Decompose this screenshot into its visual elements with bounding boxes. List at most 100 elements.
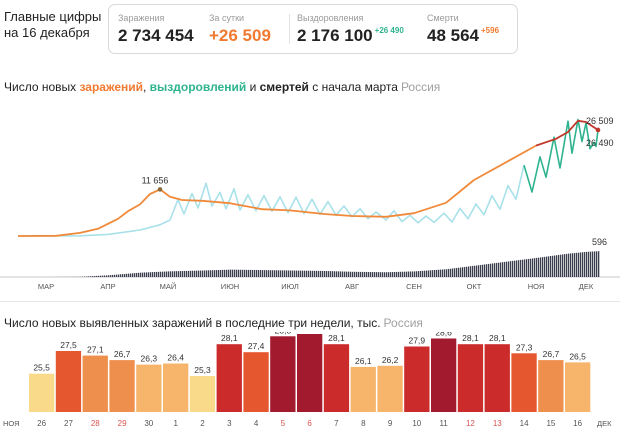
death-bar: [236, 269, 238, 277]
death-bar: [124, 273, 126, 277]
line-title-recoveries: выздоровлений: [149, 80, 247, 94]
death-bar: [254, 269, 256, 277]
death-bar: [220, 269, 222, 277]
death-bar: [398, 271, 400, 277]
bar-value-label: 25,3: [194, 365, 211, 375]
bar-chart-title: Число новых выявленных заражений в после…: [4, 316, 423, 330]
death-bar: [394, 271, 396, 277]
death-bar: [282, 270, 284, 277]
day-bar: [136, 364, 162, 412]
bar-value-label: 28,1: [489, 333, 506, 343]
month-tick-label: ДЕК: [579, 282, 594, 291]
day-bar: [29, 373, 55, 412]
death-bar: [320, 270, 322, 277]
death-bar: [208, 270, 210, 277]
death-bar: [294, 270, 296, 277]
bar-value-label: 26,4: [167, 353, 184, 363]
death-bar: [364, 271, 366, 277]
series-line-recoveries-recent: [523, 118, 599, 193]
month-tick-label: АВГ: [345, 282, 359, 291]
month-tick-label: МАР: [38, 282, 54, 291]
bar-title-text: Число новых выявленных заражений в после…: [4, 316, 381, 330]
bar-value-label: 28,6: [435, 332, 452, 338]
death-bar: [138, 272, 140, 277]
death-bar: [546, 256, 548, 277]
day-tick-label: 26: [37, 419, 46, 428]
death-bar: [102, 275, 104, 277]
death-bar: [588, 251, 590, 277]
bar-value-label: 26,5: [569, 351, 586, 361]
day-bar: [457, 344, 484, 412]
death-bar: [248, 269, 250, 277]
stat-infected-value: 2 734 454: [118, 26, 194, 45]
death-bar: [424, 270, 426, 277]
day-tick-label: 1: [173, 419, 178, 428]
death-bar: [330, 271, 332, 277]
death-bar: [136, 272, 138, 277]
death-bar: [216, 270, 218, 277]
death-bar: [534, 258, 536, 277]
death-bar: [194, 270, 196, 277]
stat-recovered-delta: +26 490: [374, 26, 404, 35]
line-title-prefix: Число новых: [4, 80, 80, 94]
death-bar: [426, 270, 428, 277]
death-bar: [458, 267, 460, 277]
bar-value-label: 27,4: [248, 341, 265, 351]
death-bar: [210, 270, 212, 277]
death-bar: [332, 271, 334, 277]
death-bar: [284, 270, 286, 277]
death-bar: [86, 276, 88, 277]
series-line-infections-recent: [535, 119, 599, 147]
death-bar: [556, 255, 558, 277]
death-bar: [514, 260, 516, 277]
month-tick-label: НОЯ: [528, 282, 545, 291]
month-tick-label: МАЙ: [160, 282, 177, 291]
recoveries-end-label: 26 490: [586, 138, 614, 148]
death-bar: [184, 270, 186, 277]
death-bar: [508, 261, 510, 277]
death-bar: [244, 269, 246, 277]
death-bar: [146, 272, 148, 277]
day-bar: [243, 352, 269, 412]
death-bar: [108, 275, 110, 277]
death-bar: [420, 270, 422, 277]
death-bar: [166, 271, 168, 277]
death-bar: [170, 271, 172, 277]
line-title-region[interactable]: Россия: [400, 80, 441, 94]
bar-title-region[interactable]: Россия: [383, 316, 423, 330]
death-bar: [450, 268, 452, 277]
death-bar: [518, 260, 520, 277]
death-bar: [156, 271, 158, 277]
month-tick-label: ИЮН: [221, 282, 239, 291]
death-bar: [234, 269, 236, 277]
death-bar: [542, 257, 544, 277]
death-bar: [310, 270, 312, 277]
day-bar: [404, 346, 430, 412]
death-bar: [452, 268, 454, 277]
death-bar: [352, 271, 354, 277]
death-bar: [316, 270, 318, 277]
death-bar: [506, 261, 508, 277]
death-bar: [478, 265, 480, 277]
stat-recovered-label: Выздоровления: [297, 13, 364, 23]
month-tick-label: СЕН: [406, 282, 422, 291]
day-bar: [216, 344, 242, 412]
death-bar: [122, 274, 124, 277]
death-bar: [440, 269, 442, 277]
death-bar: [532, 258, 534, 277]
death-bar: [474, 265, 476, 277]
death-bar: [356, 271, 358, 277]
death-bar: [224, 269, 226, 277]
death-bar: [174, 271, 176, 277]
death-bar: [382, 272, 384, 277]
death-bar: [252, 269, 254, 277]
death-bar: [396, 271, 398, 277]
death-bar: [340, 271, 342, 277]
death-bar: [204, 270, 206, 277]
death-bar: [586, 251, 588, 277]
death-bar: [554, 255, 556, 277]
bar-value-label: 28,1: [221, 333, 238, 343]
death-bar: [298, 270, 300, 277]
death-bar: [482, 264, 484, 277]
death-bar: [412, 271, 414, 277]
